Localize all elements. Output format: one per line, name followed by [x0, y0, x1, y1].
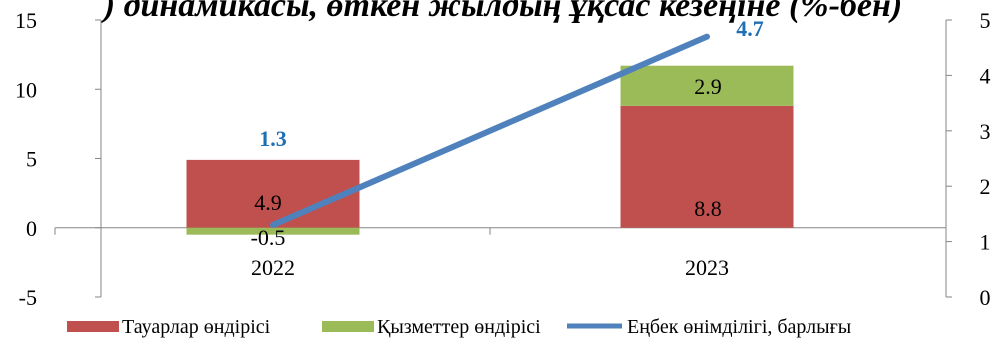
line-path — [270, 33, 710, 228]
right-tick-label: 1 — [980, 230, 991, 255]
left-tick-label: 10 — [15, 77, 37, 102]
right-tick-label: 4 — [980, 63, 991, 88]
bar-segment — [620, 105, 794, 228]
category-label: 2022 — [251, 255, 295, 280]
bar-value-label: 8.8 — [694, 196, 722, 221]
bar-value-label: 2.9 — [694, 74, 722, 99]
bars — [186, 65, 794, 235]
legend-label: Еңбек өнімділігі, барлығы — [627, 316, 851, 338]
bar-segment — [186, 227, 360, 235]
line-value-label: 1.3 — [259, 126, 287, 151]
bar-value-label: 4.9 — [254, 190, 282, 215]
legend-label: Қызметтер өндірісі — [377, 316, 541, 338]
left-tick-label: 0 — [26, 216, 37, 241]
data-labels: 4.9 -0.5 8.8 2.9 1.3 4.7 — [251, 16, 764, 250]
legend-swatch — [67, 321, 119, 332]
left-tick-label: 5 — [26, 147, 37, 172]
legend-label: Тауарлар өндірісі — [122, 316, 271, 338]
bar-segment — [620, 65, 794, 106]
line-value-label: 4.7 — [736, 16, 764, 41]
chart-title: ) динамикасы, өткен жылдың ұқсас кезеңін… — [101, 0, 902, 24]
line-series — [270, 33, 710, 228]
category-label: 2023 — [685, 255, 729, 280]
right-tick-label: 2 — [980, 174, 991, 199]
chart-title-group: ) динамикасы, өткен жылдың ұқсас кезеңін… — [101, 0, 902, 24]
right-tick-label: 0 — [980, 285, 991, 310]
bar-value-label: -0.5 — [251, 225, 286, 250]
bar-segment — [186, 159, 360, 228]
legend: Тауарлар өндірісі Қызметтер өндірісі Еңбек… — [67, 316, 851, 338]
legend-swatch — [322, 321, 374, 332]
axes: -5 0 5 10 15 0 1 2 3 4 5 2022 2023 — [15, 8, 991, 310]
right-tick-label: 3 — [980, 119, 991, 144]
right-tick-label: 5 — [980, 8, 991, 33]
left-tick-label: -5 — [19, 285, 37, 310]
left-tick-label: 15 — [15, 8, 37, 33]
